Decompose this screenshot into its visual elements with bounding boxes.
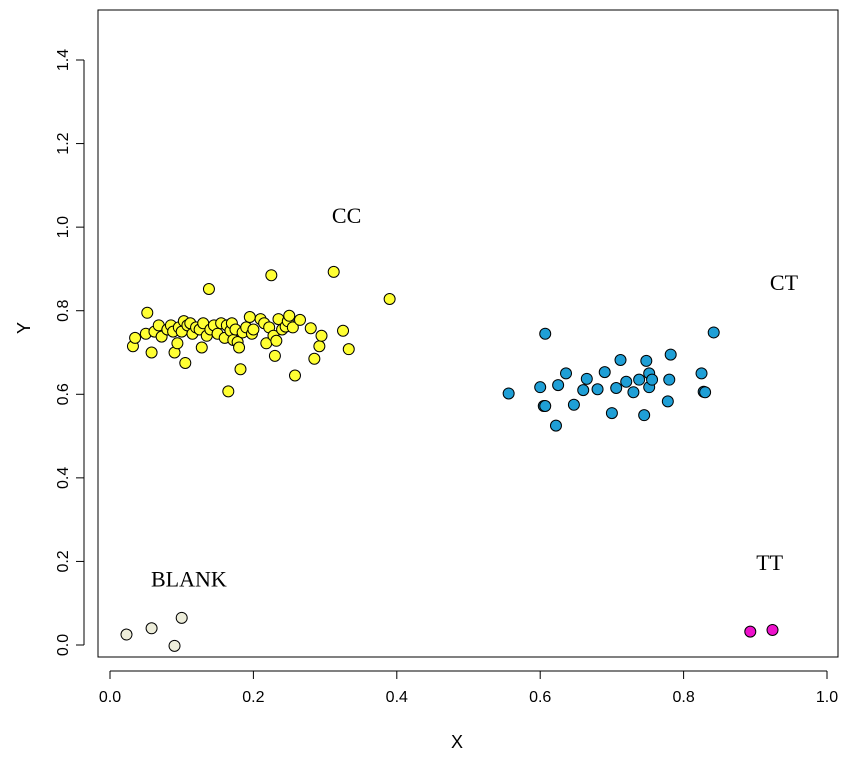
data-point (247, 323, 260, 336)
data-point (539, 399, 552, 412)
data-point (234, 363, 247, 376)
data-point (614, 354, 627, 367)
data-point (270, 334, 283, 347)
y-tick-label: 0.2 (55, 550, 72, 572)
data-point (627, 386, 640, 399)
data-point (560, 367, 573, 380)
series-cc (126, 265, 396, 398)
data-point (502, 387, 515, 400)
data-point (202, 282, 215, 295)
data-point (591, 383, 604, 396)
data-point (539, 327, 552, 340)
data-point (283, 309, 296, 322)
group-label-blank: BLANK (151, 567, 227, 592)
plot-frame (97, 9, 839, 658)
y-tick-label: 1.4 (55, 49, 72, 71)
data-point (598, 366, 611, 379)
data-point (610, 382, 623, 395)
data-point (268, 349, 281, 362)
data-point (141, 306, 154, 319)
series-ct (502, 326, 720, 432)
series-tt (744, 623, 779, 638)
data-point (120, 628, 133, 641)
y-tick-label: 0.8 (55, 299, 72, 321)
x-tick-label: 0.2 (242, 689, 264, 706)
x-tick-label: 0.6 (529, 689, 551, 706)
data-point (315, 329, 328, 342)
y-tick-label: 0.4 (55, 467, 72, 489)
data-point (695, 367, 708, 380)
data-point (288, 369, 301, 382)
data-point (577, 384, 590, 397)
data-point (129, 331, 142, 344)
data-point (605, 407, 618, 420)
y-tick-label: 0.0 (55, 634, 72, 656)
data-point (638, 409, 651, 422)
data-point (286, 321, 299, 334)
data-point (171, 337, 184, 350)
x-tick-label: 0.4 (386, 689, 408, 706)
data-point (534, 381, 547, 394)
data-point (383, 293, 396, 306)
data-point (243, 310, 256, 323)
data-point (222, 385, 235, 398)
data-point (620, 375, 633, 388)
x-tick-label: 1.0 (816, 689, 838, 706)
data-point (342, 343, 355, 356)
x-tick-label: 0.8 (672, 689, 694, 706)
data-point (707, 326, 720, 339)
data-point (337, 324, 350, 337)
group-annotations: CC CT TT BLANK (151, 203, 799, 592)
series-blank (120, 611, 188, 652)
data-point (313, 340, 326, 353)
group-label-tt: TT (756, 550, 783, 575)
data-point (145, 622, 158, 635)
data-point (233, 341, 246, 354)
data-point (549, 419, 562, 432)
x-tick-label: 0.0 (99, 689, 121, 706)
data-point (766, 623, 779, 636)
data-point (640, 354, 653, 367)
data-point (552, 379, 565, 392)
y-tick-label: 1.2 (55, 132, 72, 154)
data-point (699, 386, 712, 399)
data-point (175, 611, 188, 624)
y-tick-label: 0.6 (55, 383, 72, 405)
x-axis: 0.0 0.2 0.4 0.6 0.8 1.0 (99, 670, 838, 706)
data-point (294, 313, 307, 326)
data-point (633, 373, 646, 386)
data-point (567, 398, 580, 411)
data-point (195, 341, 208, 354)
data-point (646, 373, 659, 386)
data-point (145, 346, 158, 359)
data-point (744, 625, 757, 638)
data-points (120, 265, 779, 652)
data-point (179, 356, 192, 369)
data-point (661, 395, 674, 408)
data-point (664, 348, 677, 361)
data-point (580, 372, 593, 385)
data-point (327, 265, 340, 278)
y-tick-label: 1.0 (55, 216, 72, 238)
y-axis: 0.0 0.2 0.4 0.6 0.8 1.0 1.2 1.4 (55, 49, 85, 656)
group-label-ct: CT (770, 270, 799, 295)
data-point (304, 322, 317, 335)
data-point (168, 639, 181, 652)
x-axis-label: X (451, 732, 463, 752)
data-point (663, 373, 676, 386)
group-label-cc: CC (332, 203, 361, 228)
data-point (265, 269, 278, 282)
y-axis-label: Y (14, 322, 34, 334)
data-point (308, 352, 321, 365)
